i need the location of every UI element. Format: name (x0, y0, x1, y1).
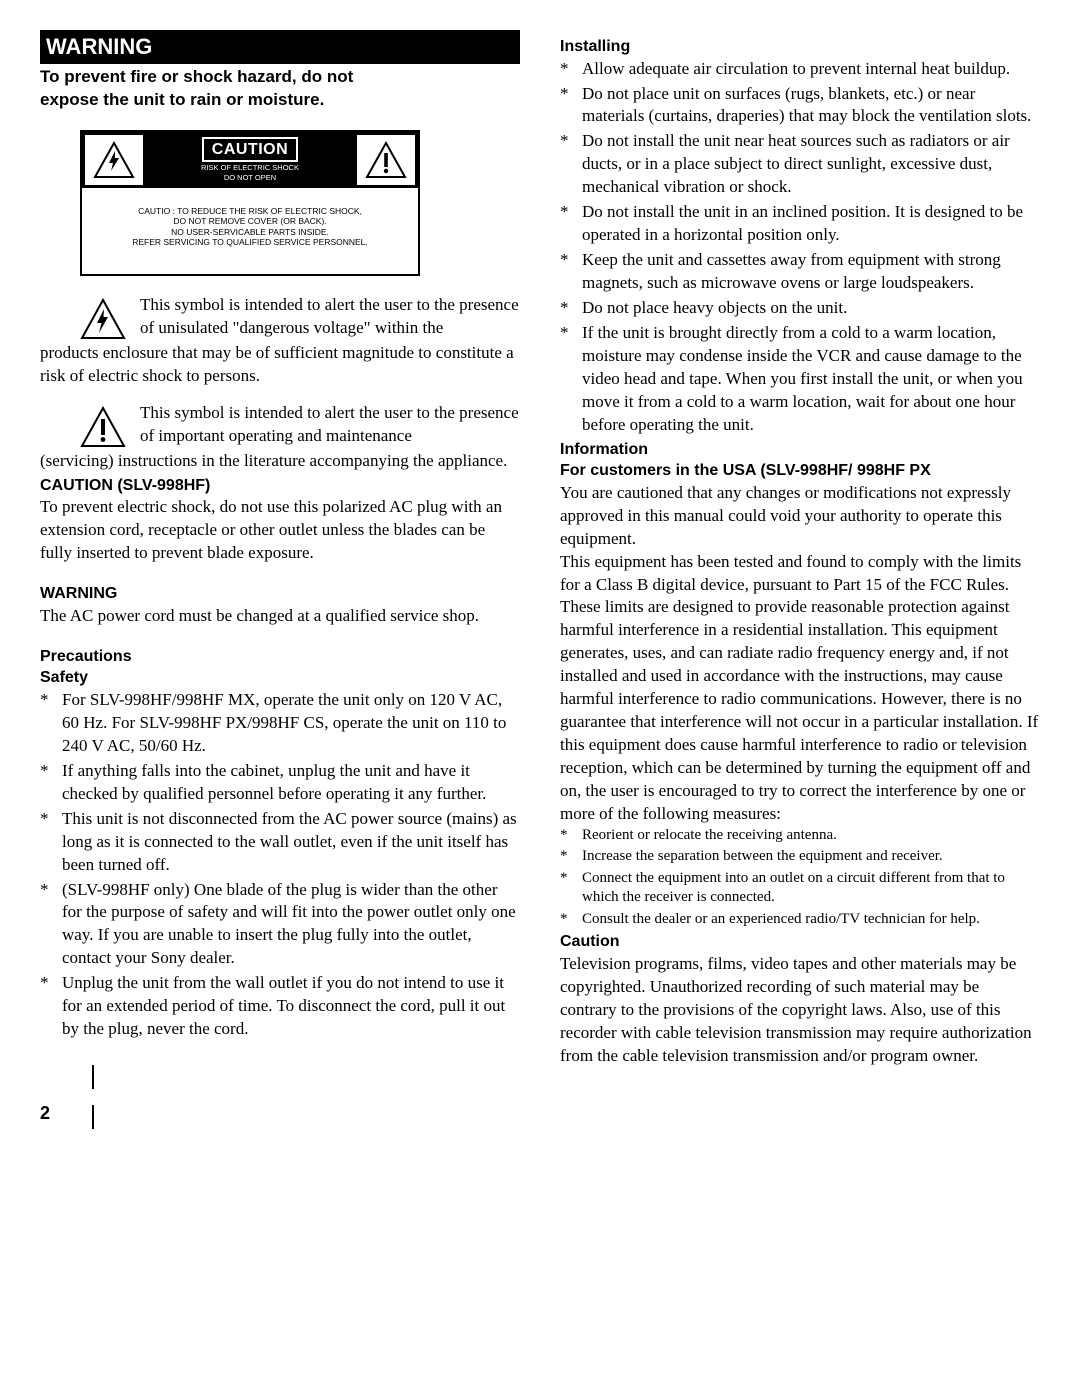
symbol2-cont: (servicing) instructions in the literatu… (40, 450, 520, 473)
info-heading: Information (560, 439, 1040, 461)
list-item: If the unit is brought directly from a c… (560, 322, 1040, 437)
warning2-heading: WARNING (40, 583, 520, 605)
list-item: If anything falls into the cabinet, unpl… (40, 760, 520, 806)
list-item: Do not place heavy objects on the unit. (560, 297, 1040, 320)
caution-bottom-2: DO NOT REMOVE COVER (OR BACK). (92, 216, 408, 227)
installing-list: Allow adequate air circulation to preven… (560, 58, 1040, 437)
symbol2-intro: This symbol is intended to alert the use… (140, 402, 520, 448)
list-item: For SLV-998HF/998HF MX, operate the unit… (40, 689, 520, 758)
symbol1-intro: This symbol is intended to alert the use… (140, 294, 520, 340)
list-item: Do not place unit on surfaces (rugs, bla… (560, 83, 1040, 129)
safety-heading: Safety (40, 667, 520, 689)
exclaim-triangle-icon (80, 406, 126, 448)
safety-list: For SLV-998HF/998HF MX, operate the unit… (40, 689, 520, 1041)
list-item: Keep the unit and cassettes away from eq… (560, 249, 1040, 295)
caution-copy-body: Television programs, films, video tapes … (560, 953, 1040, 1068)
symbol-block-manual: This symbol is intended to alert the use… (40, 402, 520, 473)
symbol-block-voltage: This symbol is intended to alert the use… (40, 294, 520, 388)
list-item: Reorient or relocate the receiving anten… (560, 826, 1040, 846)
warning2-body: The AC power cord must be changed at a q… (40, 605, 520, 628)
list-item: This unit is not disconnected from the A… (40, 808, 520, 877)
info-para1: You are cautioned that any changes or mo… (560, 482, 1040, 551)
caution-exclaim-box (357, 135, 415, 185)
caution-bottom-3: NO USER-SERVICABLE PARTS INSIDE. (92, 227, 408, 238)
list-item: Consult the dealer or an experienced rad… (560, 910, 1040, 930)
right-column: Installing Allow adequate air circulatio… (560, 30, 1040, 1125)
caution-bolt-box (85, 135, 143, 185)
caution-slv-heading: CAUTION (SLV-998HF) (40, 475, 520, 497)
caution-label: CAUTION (202, 137, 298, 163)
info-list: Reorient or relocate the receiving anten… (560, 826, 1040, 930)
list-item: Unplug the unit from the wall outlet if … (40, 972, 520, 1041)
list-item: Do not install the unit near heat source… (560, 130, 1040, 199)
caution-bottom-4: REFER SERVICING TO QUALIFIED SERVICE PER… (92, 237, 408, 248)
bolt-triangle-icon (93, 141, 135, 179)
list-item: (SLV-998HF only) One blade of the plug i… (40, 879, 520, 971)
caution-box: CAUTION RISK OF ELECTRIC SHOCK DO NOT OP… (80, 130, 420, 277)
list-item: Connect the equipment into an outlet on … (560, 869, 1040, 908)
left-column: WARNING To prevent fire or shock hazard,… (40, 30, 520, 1125)
info-sub-heading: For customers in the USA (SLV-998HF/ 998… (560, 460, 1040, 482)
bolt-triangle-icon (80, 298, 126, 340)
info-para2: This equipment has been tested and found… (560, 551, 1040, 826)
warning-banner: WARNING (40, 30, 520, 64)
caution-sub1: RISK OF ELECTRIC SHOCK (143, 164, 357, 172)
caution-bottom-1: CAUTIO : TO REDUCE THE RISK OF ELECTRIC … (92, 206, 408, 217)
exclaim-triangle-icon (365, 141, 407, 179)
caution-sub2: DO NOT OPEN (143, 174, 357, 182)
installing-heading: Installing (560, 36, 1040, 58)
precautions-heading: Precautions (40, 646, 520, 668)
warning-notice: To prevent fire or shock hazard, do not … (40, 66, 380, 112)
symbol1-cont: products enclosure that may be of suffic… (40, 342, 520, 388)
caution-slv-body: To prevent electric shock, do not use th… (40, 496, 520, 565)
list-item: Allow adequate air circulation to preven… (560, 58, 1040, 81)
list-item: Increase the separation between the equi… (560, 847, 1040, 867)
list-item: Do not install the unit in an inclined p… (560, 201, 1040, 247)
page-number: 2 (40, 1101, 520, 1125)
caution-copy-heading: Caution (560, 931, 1040, 953)
